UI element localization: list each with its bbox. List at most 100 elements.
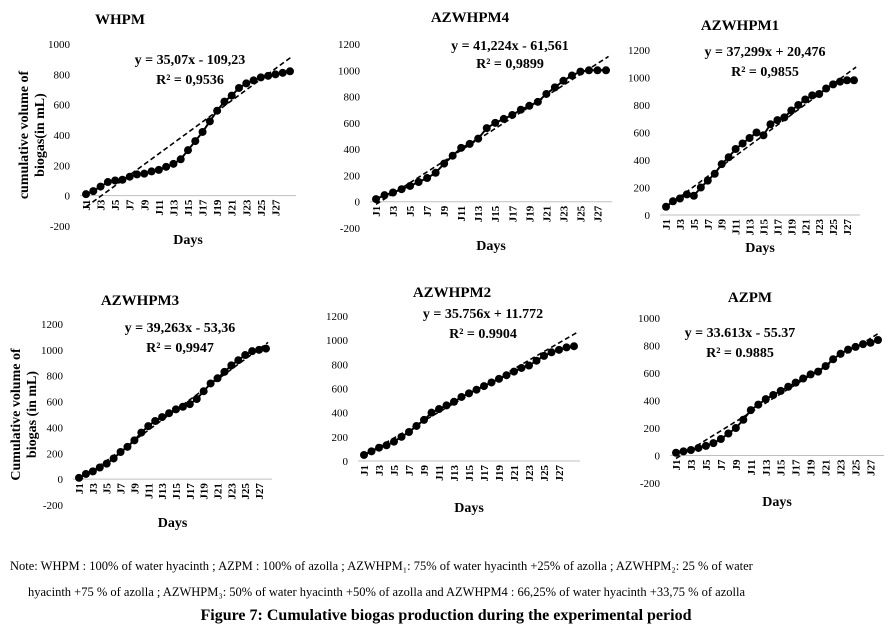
data-point [442, 401, 451, 410]
data-point [724, 153, 733, 162]
data-point [448, 151, 457, 160]
data-point [487, 378, 496, 387]
y-tick-label: 400 [634, 155, 651, 167]
data-point [801, 95, 810, 104]
y-tick-label: 1000 [48, 39, 71, 51]
y-tick-label: 200 [54, 160, 71, 172]
x-tick-label: J5 [405, 205, 417, 217]
y-tick-label: 200 [644, 423, 661, 435]
x-tick-label: J23 [226, 483, 238, 500]
y-tick-label: -200 [640, 478, 661, 490]
y-axis-label: biogas (in mL) [25, 371, 40, 458]
data-point [192, 394, 201, 403]
y-tick-label: -200 [43, 500, 64, 512]
data-point [844, 345, 853, 354]
y-tick-label: 800 [344, 92, 361, 104]
y-tick-label: 0 [655, 451, 661, 463]
data-point [405, 428, 413, 436]
y-tick-label: 1000 [638, 313, 661, 325]
y-tick-label: 400 [344, 144, 361, 156]
data-point [431, 168, 440, 177]
x-tick-label: J19 [199, 483, 211, 500]
data-point [123, 442, 132, 451]
data-point [406, 181, 415, 190]
data-point [739, 415, 748, 424]
y-tick-label: 0 [343, 456, 349, 468]
y-tick-label: 400 [332, 408, 349, 420]
x-tick-label: J13 [168, 199, 180, 216]
y-tick-label: 1200 [41, 319, 64, 331]
x-tick-label: J9 [731, 459, 743, 471]
x-tick-label: J25 [851, 459, 863, 476]
x-tick-label: J13 [761, 459, 773, 476]
data-point [234, 356, 243, 365]
x-axis-label: Days [762, 495, 792, 510]
data-point [806, 370, 815, 379]
x-tick-label: J3 [96, 199, 108, 211]
data-point [213, 374, 222, 383]
data-point [773, 116, 782, 125]
r-squared: R² = 0,9855 [731, 65, 799, 80]
data-point [397, 432, 406, 441]
data-point [850, 76, 858, 85]
trendline [78, 341, 269, 482]
data-point [784, 382, 793, 391]
x-tick-label: J11 [143, 483, 155, 499]
data-point [694, 443, 703, 452]
y-tick-label: 400 [54, 130, 71, 142]
x-tick-label: J7 [125, 199, 137, 211]
figure-caption: Figure 7: Cumulative biogas production d… [200, 607, 692, 624]
y-tick-label: 1200 [628, 45, 651, 57]
data-point [375, 443, 383, 452]
data-point [162, 162, 171, 171]
data-point [815, 90, 824, 98]
data-point [382, 441, 391, 450]
x-tick-label: J13 [745, 219, 757, 236]
x-tick-label: J11 [731, 219, 743, 235]
x-tick-label: J23 [836, 459, 848, 476]
data-point [701, 441, 710, 450]
data-point [491, 118, 500, 127]
x-axis-label: Days [454, 501, 484, 516]
y-tick-label: 1000 [326, 335, 349, 347]
data-point [89, 187, 98, 196]
x-tick-label: J23 [241, 199, 253, 216]
y-tick-label: 600 [54, 100, 71, 112]
data-point [593, 66, 602, 75]
y-tick-label: 0 [58, 474, 64, 486]
data-point [759, 131, 768, 140]
data-point [508, 110, 517, 119]
y-tick-label: 600 [644, 368, 661, 380]
data-point [776, 386, 785, 395]
data-point [389, 188, 398, 197]
data-point [420, 415, 428, 424]
series-line [85, 70, 291, 196]
data-point [746, 406, 755, 415]
x-tick-label: J23 [558, 205, 570, 222]
x-tick-label: J9 [717, 219, 729, 231]
data-point [472, 385, 481, 394]
y-tick-label: 600 [47, 397, 64, 409]
chart-panel-4: AZWHPM3 -200 0 200 400 600 800 1000 1200 J1 J3 J5 J7… [9, 293, 272, 531]
chart-title: AZWHPM2 [413, 285, 491, 301]
x-tick-label: J27 [842, 219, 854, 236]
x-tick-label: J13 [157, 483, 169, 500]
y-tick-label: 800 [634, 100, 651, 112]
data-point [686, 446, 695, 454]
data-point [380, 191, 389, 200]
x-tick-label: J3 [88, 483, 100, 495]
data-point [821, 362, 830, 371]
data-point [423, 174, 432, 183]
y-tick-label: 200 [47, 448, 64, 460]
data-point [227, 91, 236, 100]
data-point [255, 345, 264, 354]
x-tick-label: J9 [139, 199, 151, 211]
trend-equation: y = 35.756x + 11.772 [423, 307, 543, 322]
data-point [286, 67, 294, 76]
x-tick-label: J19 [786, 219, 798, 236]
data-point [836, 349, 845, 358]
x-tick-label: J17 [198, 199, 210, 216]
data-point [81, 469, 90, 478]
